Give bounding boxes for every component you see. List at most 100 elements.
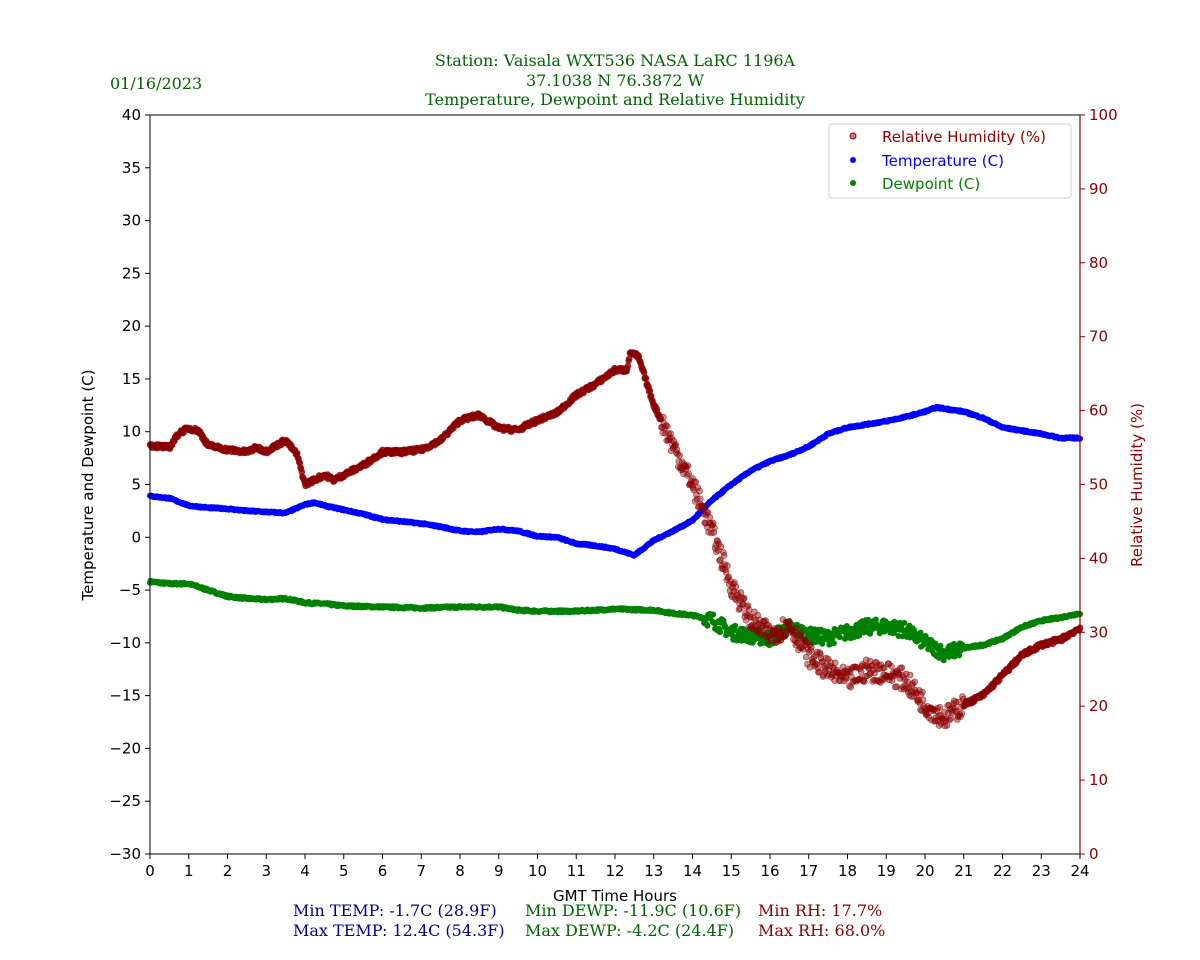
- x-tick-label: 3: [261, 862, 271, 880]
- max-rh-stat: Max RH: 68.0%: [758, 921, 885, 940]
- title-line-2: 37.1038 N 76.3872 W: [526, 71, 705, 90]
- x-tick-label: 0: [145, 862, 155, 880]
- max-temp-stat: Max TEMP: 12.4C (54.3F): [293, 921, 505, 940]
- y2-tick-label: 40: [1089, 549, 1108, 567]
- x-tick-label: 22: [993, 862, 1012, 880]
- x-tick-label: 23: [1032, 862, 1051, 880]
- rh-point: [919, 688, 926, 696]
- x-tick-label: 21: [954, 862, 973, 880]
- y2-tick-label: 50: [1089, 476, 1108, 494]
- x-tick-label: 17: [799, 862, 818, 880]
- x-tick-label: 18: [838, 862, 857, 880]
- dewp-point: [710, 611, 717, 618]
- dewp-point: [732, 622, 739, 629]
- rh-point: [717, 543, 725, 551]
- dewp-point: [717, 628, 724, 635]
- series-1: [147, 403, 1083, 559]
- rh-point: [888, 662, 895, 670]
- x-tick-label: 24: [1070, 862, 1089, 880]
- rh-point: [732, 583, 740, 590]
- y-tick-label: −5: [119, 581, 141, 599]
- dewp-point: [911, 627, 917, 633]
- x-tick-label: 19: [877, 862, 896, 880]
- y2-tick-label: 70: [1089, 328, 1108, 346]
- y2-tick-label: 10: [1089, 771, 1108, 789]
- dewp-point: [891, 618, 898, 625]
- x-tick-label: 11: [567, 862, 586, 880]
- y-tick-label: −10: [109, 634, 141, 652]
- dewp-point: [876, 630, 883, 637]
- dewp-point: [836, 634, 843, 641]
- max-dewp-stat: Max DEWP: -4.2C (24.4F): [525, 921, 734, 940]
- legend: Relative Humidity (%) Temperature (C) De…: [828, 123, 1072, 199]
- rh-point: [724, 562, 731, 570]
- rh-point: [663, 422, 671, 430]
- x-tick-label: 20: [915, 862, 934, 880]
- rh-point: [898, 664, 906, 672]
- dewp-point: [731, 627, 738, 634]
- y-tick-label: 10: [122, 423, 141, 441]
- min-temp-stat: Min TEMP: -1.7C (28.9F): [293, 901, 497, 920]
- plot-frame: [149, 114, 1081, 855]
- x-tick-label: 14: [683, 862, 702, 880]
- y2-tick-label: 90: [1089, 180, 1108, 198]
- rh-point: [786, 619, 793, 627]
- x-tick-label: 13: [644, 862, 663, 880]
- dewp-point: [704, 622, 711, 629]
- rh-point: [692, 478, 700, 486]
- rh-point: [906, 671, 914, 679]
- x-tick-label: 2: [223, 862, 233, 880]
- legend-temp-marker: [850, 157, 856, 163]
- x-tick-label: 1: [184, 862, 194, 880]
- rh-point: [711, 524, 718, 532]
- x-tick-label: 5: [339, 862, 349, 880]
- min-rh-stat: Min RH: 17.7%: [758, 901, 882, 920]
- date-label: 01/16/2023: [110, 74, 202, 93]
- rh-point: [740, 594, 748, 602]
- x-tick-label: 16: [760, 862, 779, 880]
- rh-point: [831, 659, 839, 667]
- y-tick-label: 20: [122, 317, 141, 335]
- dewp-point: [956, 652, 963, 659]
- rh-point: [676, 452, 683, 459]
- rh-point: [797, 629, 805, 637]
- rh-point: [660, 413, 667, 421]
- legend-temp: Temperature (C): [881, 152, 1004, 170]
- rh-point: [958, 710, 966, 717]
- y-tick-label: 25: [122, 264, 141, 282]
- y-tick-label: −25: [109, 792, 141, 810]
- x-tick-label: 7: [416, 862, 426, 880]
- dewp-point: [830, 640, 837, 647]
- y-axis-label: Temperature and Dewpoint (C): [79, 369, 97, 601]
- dewp-point: [901, 619, 908, 626]
- x-tick-label: 10: [528, 862, 547, 880]
- y2-tick-label: 0: [1089, 845, 1099, 863]
- rh-point: [943, 722, 951, 729]
- dewp-point: [819, 640, 826, 647]
- rh-point: [919, 696, 927, 704]
- rh-point: [696, 495, 704, 503]
- y-tick-label: −20: [109, 739, 141, 757]
- title-line-1: Station: Vaisala WXT536 NASA LaRC 1196A: [435, 51, 796, 70]
- rh-point: [860, 678, 868, 685]
- x-tick-label: 12: [605, 862, 624, 880]
- title-line-3: Temperature, Dewpoint and Relative Humid…: [425, 90, 805, 109]
- rh-point: [807, 644, 815, 651]
- x-tick-label: 9: [494, 862, 504, 880]
- rh-point: [936, 703, 944, 711]
- y-tick-label: 35: [122, 159, 141, 177]
- rh-point: [706, 514, 714, 521]
- min-dewp-stat: Min DEWP: -11.9C (10.6F): [525, 901, 741, 920]
- legend-rh-marker: [849, 132, 857, 140]
- x-tick-label: 8: [455, 862, 465, 880]
- y2-tick-label: 20: [1089, 697, 1108, 715]
- rh-point: [700, 503, 707, 511]
- y2-tick-label: 30: [1089, 623, 1108, 641]
- y-tick-label: −30: [109, 845, 141, 863]
- rh-point: [793, 624, 800, 632]
- y-tick-label: 30: [122, 212, 141, 230]
- x-tick-label: 4: [300, 862, 310, 880]
- x-tick-label: 6: [378, 862, 388, 880]
- rh-point: [720, 552, 728, 559]
- rh-point: [672, 440, 680, 448]
